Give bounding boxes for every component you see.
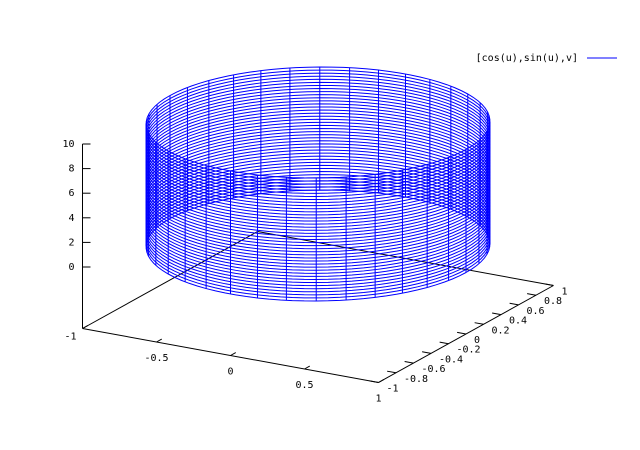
surface (145, 66, 491, 302)
x-tick (304, 365, 310, 370)
y-tick-label: -0.2 (457, 345, 481, 356)
y-tick-label: 1 (562, 287, 568, 298)
y-tick-label: -0.6 (422, 364, 446, 375)
y-tick-label: 0.6 (527, 306, 545, 317)
y-tick (544, 283, 554, 286)
y-tick (509, 302, 519, 306)
x-tick-label: -1 (64, 332, 76, 343)
y-tick-label: 0.8 (544, 296, 562, 307)
y-tick-label: 0.4 (509, 316, 527, 327)
y-tick (474, 322, 484, 325)
y-tick (527, 293, 537, 296)
y-tick-label: -0.4 (439, 354, 463, 365)
legend-label: [cos(u),sin(u),v] (476, 53, 578, 64)
z-tick-label: 8 (68, 164, 74, 175)
z-tick-label: 6 (68, 188, 74, 199)
x-tick-label: 0 (227, 367, 233, 378)
z-tick-label: 10 (62, 139, 74, 150)
x-tick (156, 338, 162, 343)
y-tick (369, 380, 379, 383)
z-tick-label: 4 (68, 213, 74, 224)
y-tick (404, 360, 414, 364)
y-tick (387, 370, 397, 374)
x-tick-label: 1 (375, 394, 381, 405)
x-tick (82, 325, 88, 329)
y-tick (492, 312, 502, 316)
z-tick-label: 0 (68, 262, 74, 273)
y-tick (439, 341, 449, 345)
y-tick-label: -1 (387, 384, 399, 395)
x-tick (378, 379, 384, 383)
x-tick (230, 352, 236, 356)
x-tick-label: 0.5 (295, 380, 313, 391)
y-tick (422, 351, 432, 354)
y-tick (457, 331, 467, 335)
y-tick-label: -0.8 (404, 374, 428, 385)
y-tick-label: 0.2 (492, 325, 510, 336)
x-tick-label: -0.5 (144, 353, 168, 364)
z-tick-label: 2 (68, 237, 74, 248)
y-tick-label: 0 (474, 335, 480, 346)
